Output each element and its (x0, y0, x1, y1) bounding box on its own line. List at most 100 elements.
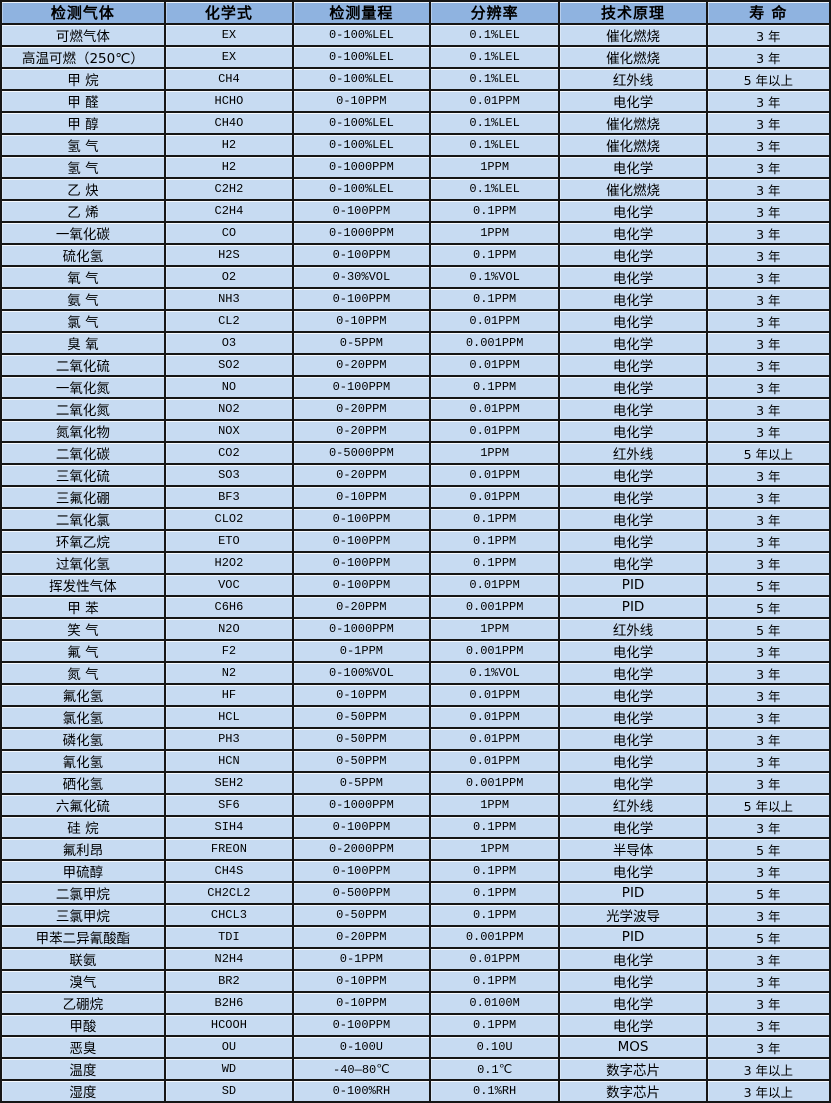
principle-cell: 红外线 (558, 67, 708, 91)
range-cell: 0-50PPM (291, 705, 431, 729)
table-row: 乙硼烷 B2H6 0-10PPM 0.0100M 电化学 3 年 (0, 991, 831, 1015)
gas-cell: 氯化氢 (0, 705, 166, 729)
table-row: 可燃气体 EX 0-100%LEL 0.1%LEL 催化燃烧 3 年 (0, 23, 831, 47)
lifespan-cell: 3 年 (705, 529, 831, 553)
gas-cell: 乙 烯 (0, 199, 166, 223)
table-row: 二氧化氯 CLO2 0-100PPM 0.1PPM 电化学 3 年 (0, 507, 831, 531)
resolution-cell: 0.01PPM (428, 683, 561, 707)
range-cell: 0-100PPM (291, 529, 431, 553)
resolution-cell: 0.001PPM (428, 925, 561, 949)
lifespan-cell: 3 年 (705, 23, 831, 47)
range-cell: 0-1000PPM (291, 617, 431, 641)
range-cell: 0-1000PPM (291, 221, 431, 245)
resolution-cell: 0.1%LEL (428, 45, 561, 69)
gas-cell: 氯 气 (0, 309, 166, 333)
table-row: 联氨 N2H4 0-1PPM 0.01PPM 电化学 3 年 (0, 947, 831, 971)
resolution-cell: 0.01PPM (428, 309, 561, 333)
lifespan-cell: 3 年 (705, 969, 831, 993)
range-cell: 0-100PPM (291, 551, 431, 575)
gas-cell: 笑 气 (0, 617, 166, 641)
formula-cell: H2S (163, 243, 294, 267)
lifespan-cell: 3 年 (705, 485, 831, 509)
resolution-cell: 0.01PPM (428, 573, 561, 597)
resolution-cell: 0.01PPM (428, 353, 561, 377)
resolution-cell: 0.001PPM (428, 331, 561, 355)
table-row: 甲 烷 CH4 0-100%LEL 0.1%LEL 红外线 5 年以上 (0, 67, 831, 91)
range-cell: -40—80℃ (291, 1057, 431, 1081)
resolution-cell: 1PPM (428, 793, 561, 817)
range-cell: 0-20PPM (291, 397, 431, 421)
resolution-cell: 0.01PPM (428, 463, 561, 487)
gas-cell: 硒化氢 (0, 771, 166, 795)
principle-cell: 电化学 (558, 529, 708, 553)
lifespan-cell: 3 年 (705, 463, 831, 487)
gas-cell: 氧 气 (0, 265, 166, 289)
formula-cell: CH2CL2 (163, 881, 294, 905)
principle-cell: 电化学 (558, 397, 708, 421)
table-row: 二氯甲烷 CH2CL2 0-500PPM 0.1PPM PID 5 年 (0, 881, 831, 905)
formula-cell: N2H4 (163, 947, 294, 971)
principle-cell: 电化学 (558, 199, 708, 223)
formula-cell: BR2 (163, 969, 294, 993)
principle-cell: 电化学 (558, 771, 708, 795)
formula-cell: B2H6 (163, 991, 294, 1015)
gas-cell: 乙硼烷 (0, 991, 166, 1015)
resolution-cell: 0.1℃ (428, 1057, 561, 1081)
table-row: 笑 气 N2O 0-1000PPM 1PPM 红外线 5 年 (0, 617, 831, 641)
table-row: 甲 醛 HCHO 0-10PPM 0.01PPM 电化学 3 年 (0, 89, 831, 113)
principle-cell: 数字芯片 (558, 1057, 708, 1081)
range-cell: 0-100PPM (291, 815, 431, 839)
lifespan-cell: 3 年 (705, 133, 831, 157)
principle-cell: 电化学 (558, 859, 708, 883)
range-cell: 0-100%RH (291, 1079, 431, 1103)
table-row: 氰化氢 HCN 0-50PPM 0.01PPM 电化学 3 年 (0, 749, 831, 773)
lifespan-cell: 3 年以上 (705, 1079, 831, 1103)
range-cell: 0-10PPM (291, 309, 431, 333)
table-row: 硫化氢 H2S 0-100PPM 0.1PPM 电化学 3 年 (0, 243, 831, 267)
formula-cell: SIH4 (163, 815, 294, 839)
gas-cell: 甲苯二异氰酸酯 (0, 925, 166, 949)
formula-cell: ETO (163, 529, 294, 553)
resolution-cell: 0.1PPM (428, 243, 561, 267)
gas-cell: 三氟化硼 (0, 485, 166, 509)
gas-cell: 二氧化硫 (0, 353, 166, 377)
resolution-cell: 0.1%LEL (428, 23, 561, 47)
principle-cell: 电化学 (558, 419, 708, 443)
resolution-cell: 0.1PPM (428, 287, 561, 311)
gas-cell: 氢 气 (0, 133, 166, 157)
principle-cell: PID (558, 595, 708, 619)
gas-cell: 可燃气体 (0, 23, 166, 47)
principle-cell: 催化燃烧 (558, 177, 708, 201)
resolution-cell: 1PPM (428, 441, 561, 465)
principle-cell: 电化学 (558, 683, 708, 707)
principle-cell: 电化学 (558, 243, 708, 267)
table-row: 磷化氢 PH3 0-50PPM 0.01PPM 电化学 3 年 (0, 727, 831, 751)
formula-cell: SD (163, 1079, 294, 1103)
range-cell: 0-1000PPM (291, 793, 431, 817)
range-cell: 0-5000PPM (291, 441, 431, 465)
range-cell: 0-500PPM (291, 881, 431, 905)
gas-cell: 二氧化氯 (0, 507, 166, 531)
table-row: 湿度 SD 0-100%RH 0.1%RH 数字芯片 3 年以上 (0, 1079, 831, 1103)
table-row: 氟 气 F2 0-1PPM 0.001PPM 电化学 3 年 (0, 639, 831, 663)
gas-cell: 氮 气 (0, 661, 166, 685)
range-cell: 0-50PPM (291, 727, 431, 751)
formula-cell: HCL (163, 705, 294, 729)
range-cell: 0-1PPM (291, 947, 431, 971)
lifespan-cell: 3 年 (705, 397, 831, 421)
lifespan-cell: 3 年 (705, 287, 831, 311)
principle-cell: 电化学 (558, 749, 708, 773)
lifespan-cell: 5 年以上 (705, 67, 831, 91)
principle-cell: 催化燃烧 (558, 45, 708, 69)
gas-cell: 氰化氢 (0, 749, 166, 773)
gas-cell: 湿度 (0, 1079, 166, 1103)
gas-cell: 甲 烷 (0, 67, 166, 91)
resolution-cell: 0.1PPM (428, 903, 561, 927)
range-cell: 0-100PPM (291, 573, 431, 597)
formula-cell: FREON (163, 837, 294, 861)
lifespan-cell: 3 年 (705, 903, 831, 927)
resolution-cell: 0.1PPM (428, 881, 561, 905)
formula-cell: CLO2 (163, 507, 294, 531)
resolution-cell: 0.01PPM (428, 89, 561, 113)
principle-cell: MOS (558, 1035, 708, 1059)
